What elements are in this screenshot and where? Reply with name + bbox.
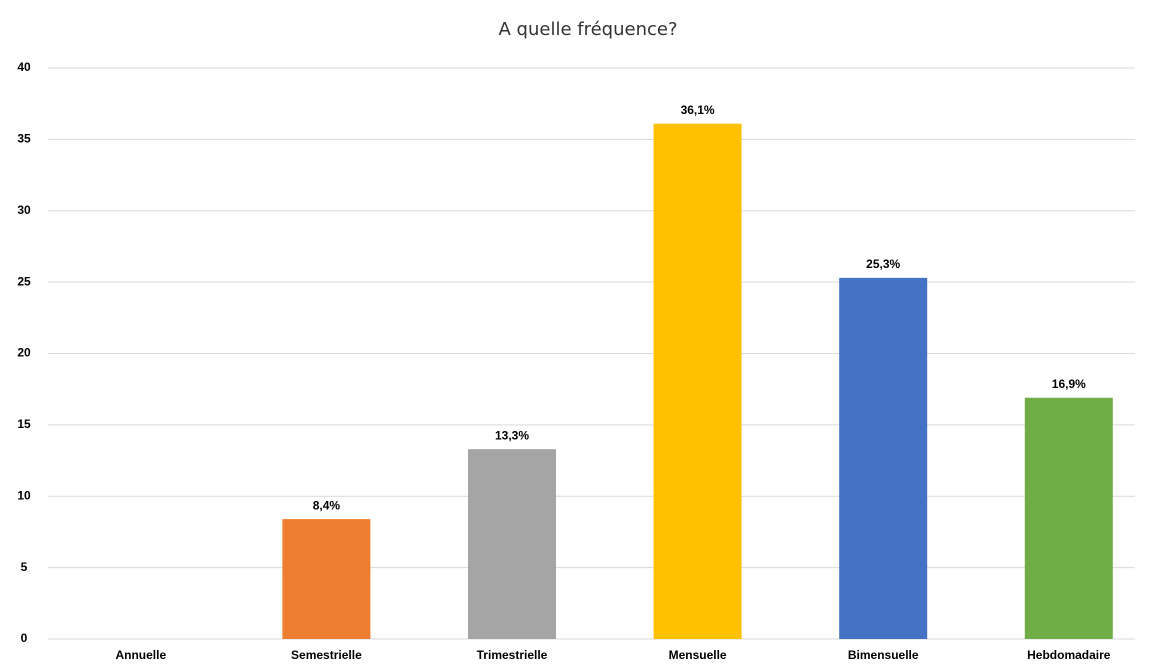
bar — [653, 123, 742, 640]
data-label: 25,3% — [866, 257, 900, 271]
data-label: 8,4% — [313, 498, 341, 512]
y-tick-label: 40 — [17, 60, 31, 74]
y-tick-label: 25 — [17, 274, 31, 288]
x-tick-label: Bimensuelle — [848, 648, 919, 662]
y-tick-label: 35 — [17, 132, 31, 146]
chart-title: A quelle fréquence? — [499, 19, 678, 40]
x-tick-label: Semestrielle — [291, 648, 362, 662]
y-tick-label: 5 — [21, 560, 28, 574]
bar — [282, 519, 371, 639]
y-tick-label: 0 — [21, 631, 28, 645]
x-tick-label: Trimestrielle — [477, 648, 548, 662]
y-tick-label: 20 — [17, 346, 31, 360]
y-tick-label: 15 — [17, 417, 31, 431]
y-tick-label: 10 — [17, 488, 31, 502]
bar — [839, 277, 928, 639]
data-label: 13,3% — [495, 428, 529, 442]
x-tick-label: Annuelle — [115, 648, 166, 662]
bar — [468, 449, 556, 639]
data-label: 16,9% — [1052, 377, 1086, 391]
y-tick-label: 30 — [17, 203, 31, 217]
x-tick-label: Mensuelle — [669, 648, 727, 662]
data-label: 36,1% — [681, 103, 715, 117]
bar — [1024, 397, 1113, 639]
x-tick-label: Hebdomadaire — [1027, 648, 1111, 662]
